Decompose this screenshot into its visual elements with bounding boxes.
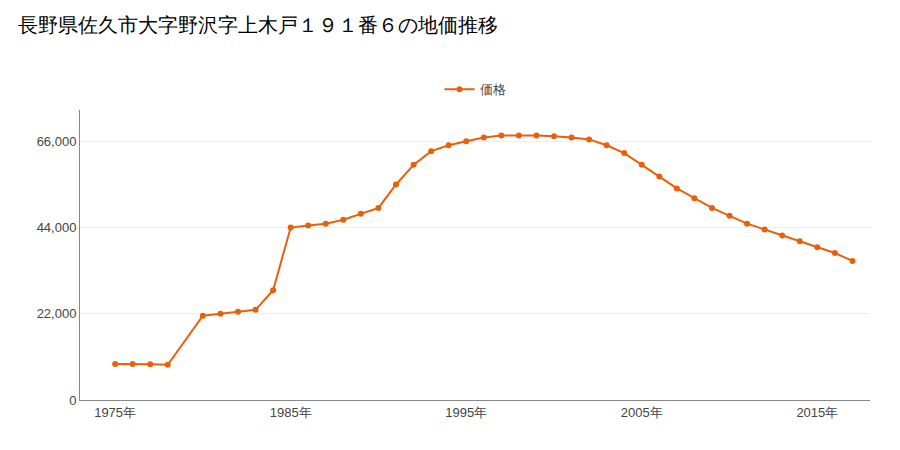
svg-text:66,000: 66,000	[37, 134, 77, 149]
svg-text:0: 0	[69, 393, 76, 408]
svg-text:1995年: 1995年	[445, 405, 487, 420]
svg-text:1985年: 1985年	[270, 405, 312, 420]
svg-text:価格: 価格	[480, 82, 506, 97]
svg-text:2015年: 2015年	[796, 405, 838, 420]
svg-text:44,000: 44,000	[37, 220, 77, 235]
svg-text:2005年: 2005年	[621, 405, 663, 420]
svg-text:1975年: 1975年	[94, 405, 136, 420]
svg-text:22,000: 22,000	[37, 306, 77, 321]
svg-text:長野県佐久市大字野沢字上木戸１９１番６の地価推移: 長野県佐久市大字野沢字上木戸１９１番６の地価推移	[18, 14, 498, 36]
